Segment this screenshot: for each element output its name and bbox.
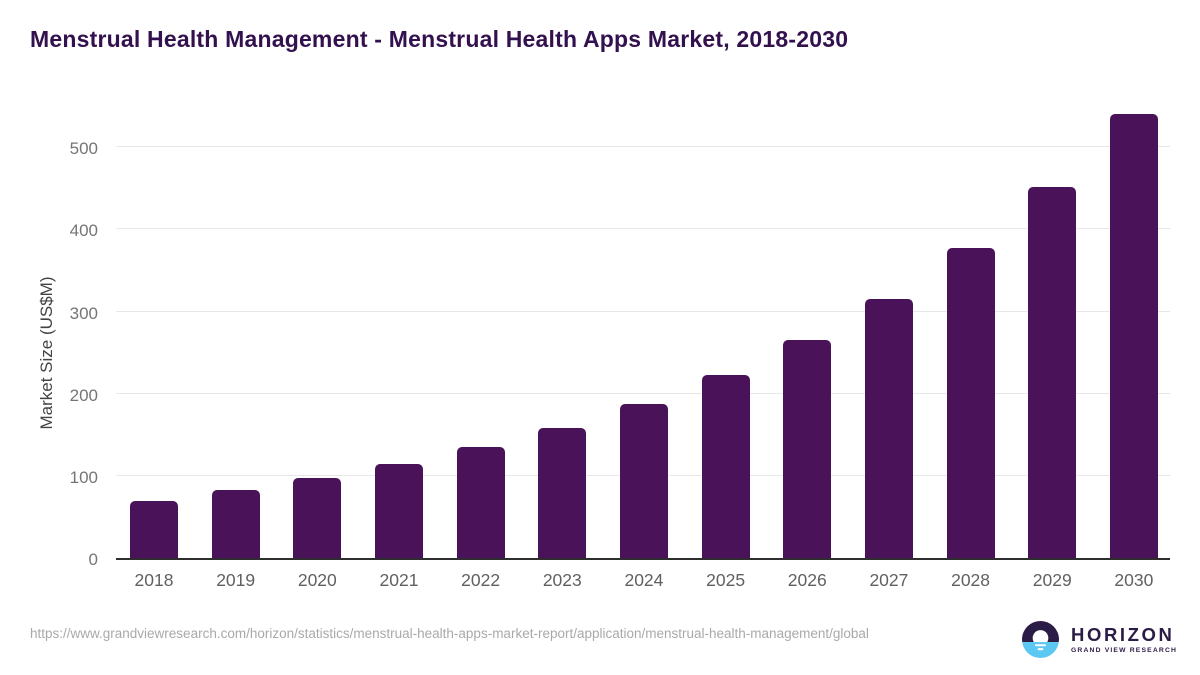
x-axis-labels: 2018 2019 2020 2021 2022 2023 2024 2025 2026 2027… — [116, 570, 1170, 591]
source-url: https://www.grandviewresearch.com/horizo… — [30, 626, 869, 641]
bar-2024 — [619, 403, 668, 558]
gridline-400 — [116, 228, 1170, 230]
y-tick-label-100: 100 — [69, 467, 98, 487]
x-label-2027: 2027 — [869, 570, 909, 590]
horizon-globe-icon — [1022, 621, 1059, 658]
y-tick-label-200: 200 — [69, 385, 98, 405]
bar-2021 — [374, 464, 423, 558]
x-label-2021: 2021 — [379, 570, 419, 590]
bar-2019 — [211, 489, 260, 558]
y-axis-tick-labels: 0 100 200 300 400 500 — [40, 102, 98, 569]
x-label-2020: 2020 — [297, 570, 337, 590]
x-label-2024: 2024 — [624, 570, 664, 590]
y-tick-label-300: 300 — [69, 303, 98, 323]
y-tick-label-500: 500 — [69, 139, 98, 159]
bar-2018 — [130, 500, 178, 558]
gridline-200 — [116, 392, 1170, 394]
logo-text: HORIZON GRAND VIEW RESEARCH — [1071, 625, 1177, 654]
x-label-2025: 2025 — [706, 570, 746, 590]
x-label-2026: 2026 — [787, 570, 827, 590]
y-tick-label-400: 400 — [69, 221, 98, 241]
x-label-2023: 2023 — [542, 570, 582, 590]
bar-2027 — [864, 299, 913, 558]
bar-2025 — [701, 374, 750, 558]
gridline-300 — [116, 310, 1170, 312]
y-tick-label-0: 0 — [88, 550, 98, 569]
logo-brand: HORIZON — [1071, 624, 1175, 646]
bar-2029 — [1028, 187, 1077, 558]
x-label-2018: 2018 — [134, 570, 174, 590]
bar-2030 — [1109, 113, 1158, 558]
bars-row — [116, 102, 1170, 558]
x-label-2030: 2030 — [1114, 570, 1154, 590]
x-label-2028: 2028 — [951, 570, 991, 590]
bar-2028 — [946, 248, 995, 558]
x-label-2019: 2019 — [216, 570, 256, 590]
bar-2023 — [538, 428, 587, 558]
x-label-2022: 2022 — [461, 570, 501, 590]
logo-subbrand: GRAND VIEW RESEARCH — [1071, 646, 1178, 654]
x-label-2029: 2029 — [1032, 570, 1072, 590]
horizon-logo: HORIZON GRAND VIEW RESEARCH — [1022, 621, 1177, 658]
page-title: Menstrual Health Management - Menstrual … — [30, 26, 849, 52]
bar-chart-plot-area — [116, 102, 1170, 560]
bar-2022 — [456, 447, 505, 558]
bar-2020 — [293, 478, 342, 558]
bar-2026 — [783, 340, 832, 558]
gridline-500 — [116, 146, 1170, 148]
